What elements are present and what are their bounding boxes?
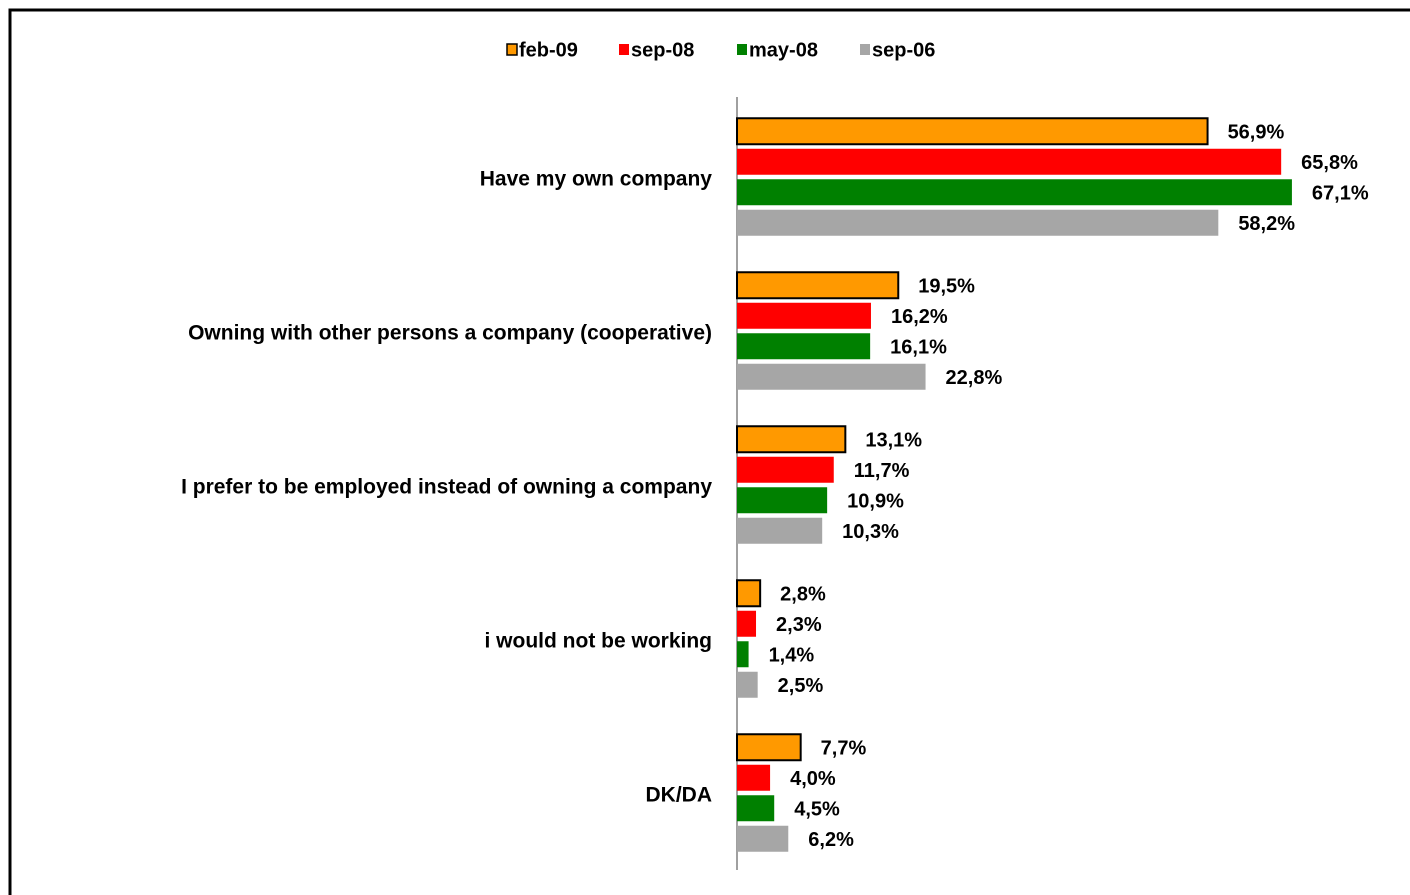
bar [737, 517, 823, 544]
legend-label: sep-06 [872, 39, 935, 61]
bar [737, 302, 871, 329]
legend-swatch [506, 43, 518, 56]
value-label: 58,2% [1238, 213, 1295, 235]
category-label: I prefer to be employed instead of ownin… [181, 476, 712, 499]
value-label: 16,1% [890, 337, 947, 359]
category-label: Owning with other persons a company (coo… [188, 322, 712, 345]
value-label: 6,2% [808, 829, 854, 851]
value-label: 2,5% [778, 675, 824, 697]
bar [736, 733, 802, 762]
legend-swatch [860, 44, 870, 55]
value-label: 56,9% [1228, 122, 1285, 144]
value-label: 4,5% [794, 799, 840, 821]
legend-label: feb-09 [519, 39, 578, 61]
bar [737, 487, 828, 514]
legend-swatch [737, 44, 747, 55]
bar [737, 795, 775, 822]
bar [736, 425, 847, 454]
value-label: 16,2% [891, 306, 948, 328]
value-label: 2,8% [780, 584, 826, 606]
value-label: 22,8% [946, 367, 1003, 389]
value-label: 10,3% [842, 521, 899, 543]
value-label: 13,1% [865, 430, 922, 452]
category-label: i would not be working [485, 630, 712, 653]
category-label: DK/DA [646, 784, 713, 807]
bar [736, 117, 1209, 146]
value-label: 2,3% [776, 614, 822, 636]
value-label: 67,1% [1312, 183, 1369, 205]
value-label: 65,8% [1301, 152, 1358, 174]
bar [737, 363, 926, 390]
value-label: 1,4% [769, 645, 815, 667]
bar [737, 671, 758, 698]
bar [736, 271, 900, 300]
bar [737, 825, 789, 852]
value-label: 10,9% [847, 491, 904, 513]
value-label: 7,7% [821, 738, 867, 760]
bar [737, 764, 771, 791]
bar [736, 579, 762, 608]
bar [737, 209, 1219, 236]
bar [737, 456, 834, 483]
legend-label: may-08 [749, 39, 818, 61]
category-label: Have my own company [480, 168, 713, 191]
bar [737, 641, 749, 668]
value-label: 19,5% [918, 276, 975, 298]
bar [737, 148, 1282, 175]
legend-label: sep-08 [631, 39, 694, 61]
value-label: 11,7% [854, 460, 910, 482]
legend-swatch [619, 44, 629, 55]
bar [737, 333, 871, 360]
bar [737, 610, 757, 637]
bar [737, 179, 1292, 206]
value-label: 4,0% [790, 768, 836, 790]
